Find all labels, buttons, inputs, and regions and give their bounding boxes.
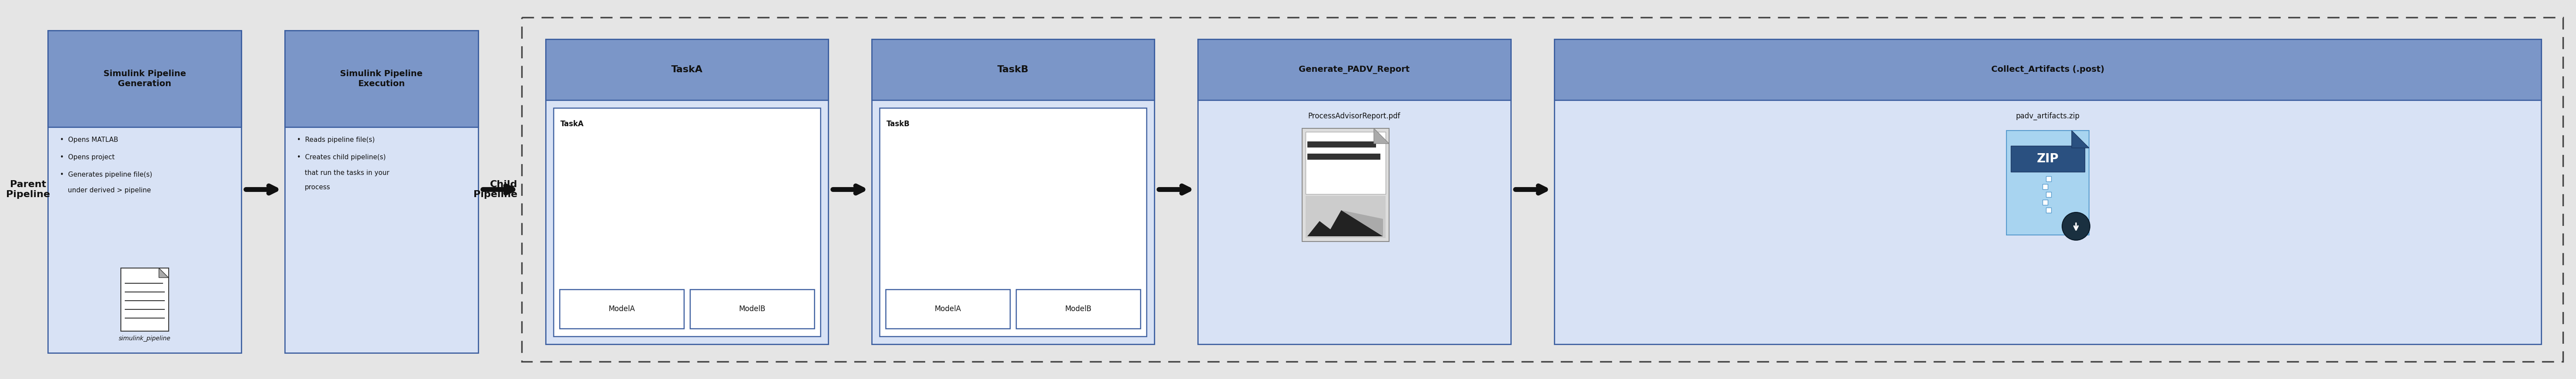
Text: process: process: [304, 184, 330, 191]
Text: TaskB: TaskB: [997, 65, 1028, 74]
FancyBboxPatch shape: [1553, 39, 2540, 344]
Polygon shape: [1309, 210, 1383, 236]
Text: TaskA: TaskA: [672, 65, 703, 74]
Text: •  Creates child pipeline(s): • Creates child pipeline(s): [296, 154, 386, 161]
Text: TaskA: TaskA: [562, 120, 585, 128]
Text: ModelB: ModelB: [739, 305, 765, 313]
Text: padv_artifacts.zip: padv_artifacts.zip: [2017, 112, 2079, 120]
FancyBboxPatch shape: [546, 39, 829, 344]
Text: •  Generates pipeline file(s): • Generates pipeline file(s): [59, 171, 152, 178]
FancyBboxPatch shape: [871, 39, 1154, 100]
Text: •  Opens MATLAB: • Opens MATLAB: [59, 137, 118, 143]
Text: that run the tasks in your: that run the tasks in your: [304, 170, 389, 176]
Text: Simulink Pipeline
Execution: Simulink Pipeline Execution: [340, 69, 422, 88]
FancyBboxPatch shape: [2007, 130, 2089, 235]
FancyBboxPatch shape: [2043, 200, 2048, 205]
FancyBboxPatch shape: [871, 39, 1154, 344]
Polygon shape: [1373, 128, 1388, 144]
FancyBboxPatch shape: [286, 30, 479, 353]
FancyBboxPatch shape: [2012, 146, 2084, 172]
Polygon shape: [160, 268, 167, 277]
Text: Collect_Artifacts (.post): Collect_Artifacts (.post): [1991, 65, 2105, 74]
FancyBboxPatch shape: [1198, 39, 1510, 344]
FancyBboxPatch shape: [1306, 196, 1386, 238]
Text: under derived > pipeline: under derived > pipeline: [67, 187, 152, 194]
Text: ModelA: ModelA: [935, 305, 961, 313]
Text: TaskB: TaskB: [886, 120, 909, 128]
FancyBboxPatch shape: [2045, 176, 2050, 182]
FancyBboxPatch shape: [1309, 153, 1381, 160]
FancyBboxPatch shape: [2045, 192, 2050, 197]
Text: ModelB: ModelB: [1064, 305, 1092, 313]
FancyBboxPatch shape: [49, 30, 242, 353]
FancyBboxPatch shape: [1306, 132, 1386, 194]
FancyBboxPatch shape: [1301, 128, 1388, 241]
FancyBboxPatch shape: [878, 108, 1146, 336]
Text: •  Opens project: • Opens project: [59, 154, 116, 161]
FancyBboxPatch shape: [886, 289, 1010, 329]
FancyBboxPatch shape: [546, 39, 829, 100]
Text: Simulink Pipeline
Generation: Simulink Pipeline Generation: [103, 69, 185, 88]
FancyBboxPatch shape: [554, 108, 819, 336]
FancyBboxPatch shape: [2043, 184, 2048, 189]
Text: Child
Pipeline: Child Pipeline: [474, 180, 518, 199]
Text: •  Reads pipeline file(s): • Reads pipeline file(s): [296, 137, 374, 143]
FancyBboxPatch shape: [1553, 39, 2540, 100]
Text: ModelA: ModelA: [608, 305, 636, 313]
FancyBboxPatch shape: [559, 289, 683, 329]
Text: Parent
Pipeline: Parent Pipeline: [5, 180, 52, 199]
FancyBboxPatch shape: [49, 30, 242, 127]
Polygon shape: [1342, 210, 1383, 236]
FancyBboxPatch shape: [2045, 208, 2050, 213]
Text: Generate_PADV_Report: Generate_PADV_Report: [1298, 66, 1409, 74]
Text: ProcessAdvisorReport.pdf: ProcessAdvisorReport.pdf: [1309, 112, 1401, 120]
Circle shape: [2063, 212, 2089, 240]
FancyBboxPatch shape: [121, 268, 167, 331]
FancyBboxPatch shape: [1309, 141, 1376, 147]
Polygon shape: [2071, 130, 2089, 148]
Text: simulink_pipeline: simulink_pipeline: [118, 335, 170, 341]
FancyBboxPatch shape: [286, 30, 479, 127]
Text: ZIP: ZIP: [2038, 153, 2058, 165]
FancyBboxPatch shape: [1015, 289, 1141, 329]
FancyBboxPatch shape: [1198, 39, 1510, 100]
FancyBboxPatch shape: [690, 289, 814, 329]
